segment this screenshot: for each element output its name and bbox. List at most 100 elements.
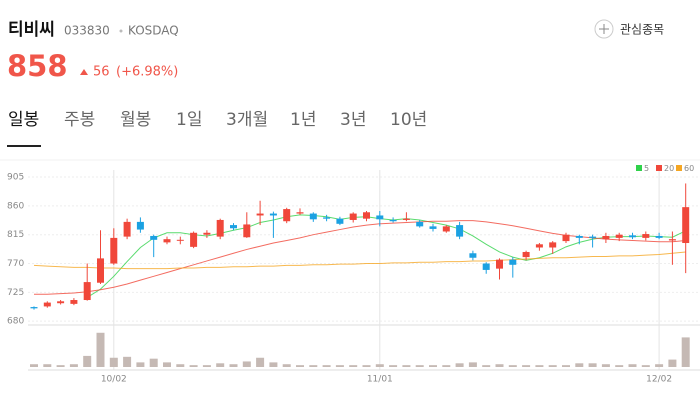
volume-bar [455, 363, 464, 367]
volume-bar [149, 358, 158, 367]
price-change-pct: (+6.98%) [116, 65, 178, 80]
candle-body [575, 235, 583, 238]
candle-body [682, 207, 690, 244]
volume-bar [176, 364, 185, 367]
volume-bar [668, 359, 677, 367]
candle-body [203, 232, 211, 235]
candle-body [429, 226, 437, 229]
candle-body [176, 239, 184, 241]
candle-body [70, 300, 78, 304]
volume-bar [202, 365, 211, 367]
watch-button[interactable]: 관심종목 [594, 19, 664, 39]
volume-bar [562, 365, 570, 367]
volume-bar [508, 365, 517, 367]
volume-bar [136, 362, 145, 367]
volume-bar [83, 355, 92, 367]
tab[interactable]: 3년 [340, 110, 366, 130]
current-price: 858 [7, 49, 68, 83]
volume-bar [189, 365, 198, 367]
tabs: 일봉 주봉 월봉 1일 3개월 1년 3년 10년 [8, 110, 427, 130]
candle-body [589, 236, 597, 238]
candle-body [629, 235, 636, 238]
candle-body [190, 232, 198, 247]
tab[interactable]: 1년 [290, 110, 316, 130]
volume-bar [242, 361, 251, 367]
volume-bar [641, 365, 650, 367]
candle-body [535, 244, 543, 248]
tab[interactable]: 일봉 [8, 110, 39, 130]
volume-bar [296, 365, 304, 367]
y-tick-label: 860 [7, 201, 24, 211]
volume-bar [256, 357, 265, 367]
volume-bar [335, 365, 344, 367]
volume-bar [468, 362, 477, 367]
chart: 905 860 815 770 725 680 10/02 11/01 12/02 5 20 60 [7, 164, 700, 385]
candle-body [216, 219, 224, 237]
volume-bar [349, 365, 358, 367]
candle-body [30, 307, 38, 309]
candle-body [163, 239, 171, 243]
volume-bar [43, 364, 52, 367]
volume-bar [389, 365, 398, 367]
volume-bar [375, 364, 384, 367]
moving-average-line [34, 220, 686, 295]
tab[interactable]: 월봉 [120, 110, 151, 130]
candle-body [442, 226, 450, 232]
legend-label: 20 [664, 164, 674, 173]
candle-body [668, 239, 676, 241]
tab[interactable]: 10년 [390, 110, 427, 130]
volume-bar [309, 365, 318, 367]
tab[interactable]: 1일 [176, 110, 202, 130]
volume-bar [229, 364, 238, 367]
candle-body [83, 282, 91, 301]
candle-body [150, 235, 158, 240]
candle-body [456, 225, 464, 237]
market: KOSDAQ [128, 24, 179, 38]
candle-body [349, 213, 357, 220]
candle-body [549, 242, 557, 248]
candle-body [309, 213, 317, 220]
candle-body [363, 212, 370, 219]
legend-swatch [656, 165, 662, 171]
candle-body [110, 237, 118, 264]
volume-bar [282, 364, 291, 367]
candle-body [123, 221, 131, 237]
volume-bar [601, 364, 610, 367]
candle-body [283, 209, 291, 222]
candle-body [57, 301, 65, 304]
candle-body [615, 234, 623, 238]
y-tick-label: 815 [7, 230, 24, 240]
volume-bar [588, 363, 597, 367]
candle-body [336, 218, 344, 224]
candle-body [296, 212, 304, 214]
volume-bar [681, 337, 690, 367]
x-tick-label: 12/02 [646, 375, 672, 385]
volume-bar [482, 365, 491, 367]
volume-bar [628, 364, 637, 367]
candle-body [655, 235, 663, 238]
y-tick-label: 725 [7, 288, 24, 298]
candle-body [97, 258, 104, 283]
candle-body [522, 251, 530, 258]
candle-body [562, 234, 570, 242]
volume-bar [548, 365, 557, 367]
candle-body [642, 234, 650, 238]
legend-swatch [636, 165, 642, 171]
volume-bar [522, 365, 531, 367]
candle-body [416, 221, 424, 227]
volume-bar [362, 365, 371, 367]
candle-body [136, 221, 144, 230]
dot [119, 29, 123, 33]
volume-bar [402, 365, 411, 367]
volume-bar [30, 364, 38, 367]
tab[interactable]: 3개월 [226, 110, 268, 130]
volume-bar [495, 364, 504, 367]
y-tick-label: 905 [7, 173, 24, 183]
volume-bar [429, 365, 437, 367]
candle-body [43, 302, 51, 307]
tab[interactable]: 주봉 [64, 110, 95, 130]
up-arrow [80, 69, 88, 75]
candle-body [230, 225, 237, 229]
